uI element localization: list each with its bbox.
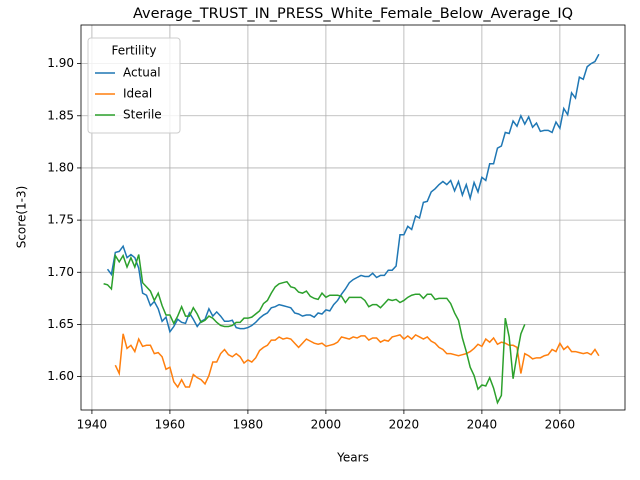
legend-label: Sterile xyxy=(123,108,162,122)
x-tick-label: 2060 xyxy=(545,418,576,432)
x-tick-label: 2000 xyxy=(311,418,342,432)
legend-label: Actual xyxy=(123,66,161,80)
y-tick-label: 1.75 xyxy=(47,213,74,227)
x-tick-label: 1960 xyxy=(155,418,186,432)
y-tick-label: 1.65 xyxy=(47,317,74,331)
series-line xyxy=(106,53,600,334)
x-tick-label: 2040 xyxy=(467,418,498,432)
y-tick-label: 1.80 xyxy=(47,160,74,174)
y-tick-label: 1.70 xyxy=(47,265,74,279)
legend-box xyxy=(87,37,181,134)
legend-title: Fertility xyxy=(111,44,156,58)
x-tick-label: 2020 xyxy=(389,418,420,432)
axes-frame xyxy=(80,24,626,411)
chart-title: Average_TRUST_IN_PRESS_White_Female_Belo… xyxy=(133,6,573,22)
y-tick-label: 1.90 xyxy=(47,56,74,70)
series-line xyxy=(103,253,526,405)
legend: Fertility Actual Ideal Sterile xyxy=(87,37,181,134)
x-tick-label: 1980 xyxy=(233,418,264,432)
series-line xyxy=(114,333,600,389)
x-axis-label: Years xyxy=(336,451,369,465)
x-tick-label: 1940 xyxy=(77,418,108,432)
y-tick-label: 1.85 xyxy=(47,108,74,122)
y-tick-label: 1.60 xyxy=(47,369,74,383)
y-axis-label: Score(1-3) xyxy=(15,186,29,249)
legend-label: Ideal xyxy=(123,87,152,101)
